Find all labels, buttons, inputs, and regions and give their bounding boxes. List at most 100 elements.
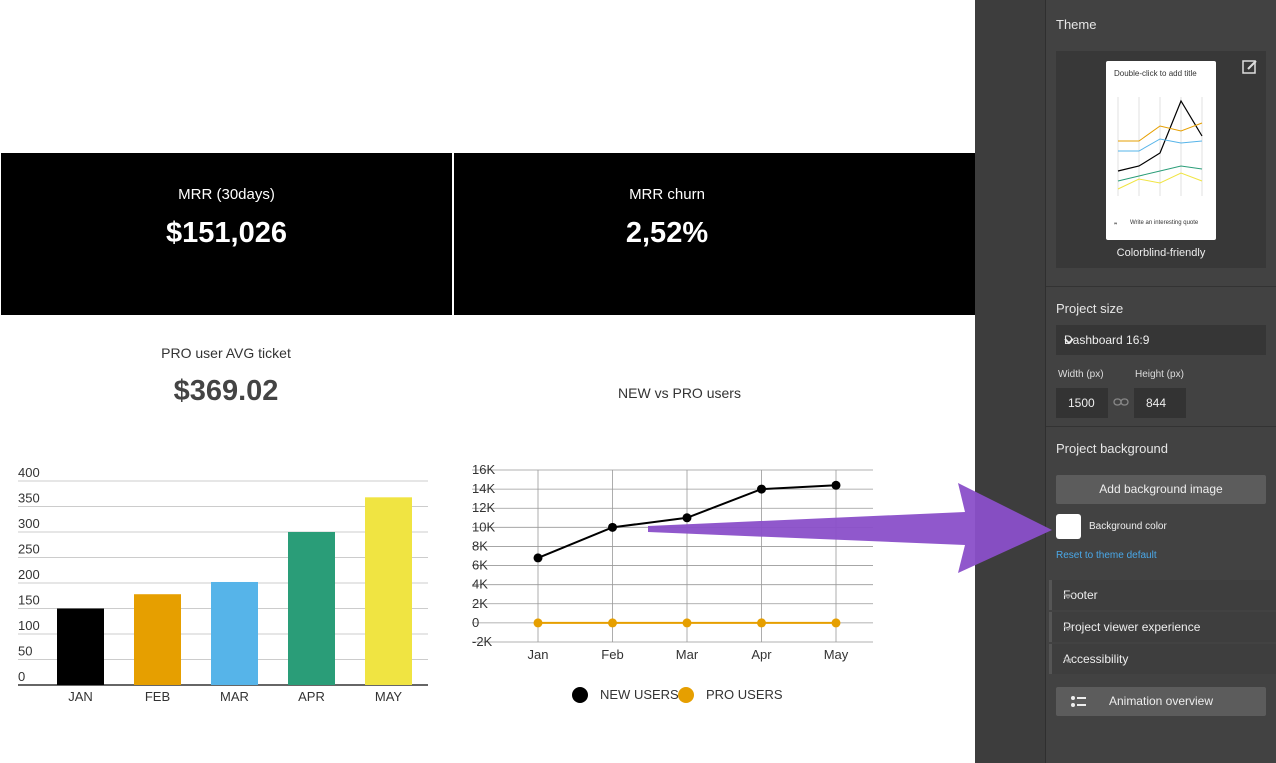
add-background-image-button[interactable]: Add background image — [1056, 475, 1266, 504]
theme-name: Colorblind-friendly — [1116, 247, 1206, 259]
data-point — [608, 522, 617, 532]
thumb-chart-icon: ❞ — [1114, 97, 1203, 229]
y-tick-label: 400 — [18, 465, 40, 480]
animation-overview-button[interactable]: Animation overview — [1056, 687, 1266, 716]
project-size-select[interactable]: Dashboard 16:9 — [1056, 325, 1266, 355]
divider — [1046, 286, 1276, 287]
ticket-label: PRO user AVG ticket — [161, 345, 291, 361]
chevron-down-icon — [1063, 654, 1273, 668]
y-tick-label: 200 — [18, 567, 40, 582]
kpi-churn[interactable]: MRR churn 2,52% — [454, 153, 975, 315]
theme-card[interactable]: Double-click to add title ❞ Write an int… — [1056, 51, 1266, 268]
bar — [57, 608, 104, 685]
width-value: 1500 — [1068, 396, 1095, 410]
settings-panel: Theme Double-click to add title ❞ — [1046, 0, 1276, 763]
kpi-label: MRR (30days) — [178, 186, 275, 203]
ticket-value: $369.02 — [173, 375, 279, 407]
animation-label: Animation overview — [1108, 694, 1214, 708]
legend-label: PRO USERS — [706, 687, 783, 702]
data-point — [757, 618, 766, 628]
divider — [1046, 426, 1276, 427]
legend-label: NEW USERS — [600, 687, 679, 702]
background-title: Project background — [1056, 441, 1169, 456]
height-input[interactable]: 844 — [1134, 388, 1186, 418]
x-tick-label: Mar — [676, 647, 699, 662]
data-point — [831, 618, 841, 628]
bar-chart[interactable]: 0 50 100 150 200 250 300 350 400 JAN FEB MAR APR MAY — [0, 455, 452, 755]
x-tick-label: Feb — [601, 647, 623, 662]
x-tick-label: JAN — [68, 689, 93, 704]
list-icon — [1070, 695, 1086, 712]
data-point — [608, 618, 617, 628]
y-tick-label: 50 — [18, 644, 32, 659]
y-tick-label: 150 — [18, 593, 40, 608]
data-point — [831, 480, 841, 490]
line-chart[interactable]: -2K 0 2K 4K 6K 8K 10K 12K 14K 16K Jan Feb Mar Apr May N… — [460, 455, 880, 715]
y-tick-label: 350 — [18, 491, 40, 506]
legend-marker — [678, 687, 694, 703]
y-tick-label: 4K — [472, 577, 488, 592]
data-point — [682, 618, 692, 628]
y-tick-label: 8K — [472, 538, 488, 553]
width-label: Width (px) — [1058, 369, 1104, 380]
accordion-label: Accessibility — [1063, 652, 1129, 666]
y-tick-label: 0 — [472, 615, 479, 630]
x-tick-label: FEB — [145, 689, 170, 704]
accordion-footer[interactable]: Footer — [1049, 580, 1276, 610]
thumb-title: Double-click to add title — [1114, 69, 1197, 78]
chevron-down-icon — [1064, 335, 1256, 349]
y-tick-label: 100 — [18, 618, 40, 633]
accordion-accessibility[interactable]: Accessibility — [1049, 644, 1276, 674]
y-tick-label: 0 — [18, 669, 25, 684]
kpi-label: MRR churn — [629, 186, 705, 203]
bar — [134, 594, 181, 685]
line-chart-title: NEW vs PRO users — [618, 385, 741, 401]
y-tick-label: 10K — [472, 519, 495, 534]
y-tick-label: 14K — [472, 481, 495, 496]
accordion-label: Project viewer experience — [1063, 620, 1201, 634]
x-tick-label: APR — [298, 689, 325, 704]
y-tick-label: 12K — [472, 500, 495, 515]
add-bg-label: Add background image — [1099, 482, 1223, 496]
project-size-title: Project size — [1056, 301, 1124, 316]
height-value: 844 — [1146, 396, 1167, 410]
bg-color-label: Background color — [1089, 521, 1167, 532]
width-input[interactable]: 1500 — [1056, 388, 1108, 418]
data-point — [533, 618, 543, 628]
y-tick-label: 250 — [18, 542, 40, 557]
y-tick-label: 6K — [472, 558, 488, 573]
chevron-down-icon — [1063, 622, 1273, 636]
sidebar-rail — [975, 0, 1046, 763]
thumb-quote: Write an interesting quote — [1130, 220, 1199, 226]
bar — [365, 497, 412, 685]
kpi-mrr[interactable]: MRR (30days) $151,026 — [1, 153, 452, 315]
y-tick-label: 16K — [472, 462, 495, 477]
kpi-value: $151,026 — [166, 217, 287, 249]
x-tick-label: MAR — [220, 689, 249, 704]
y-tick-label: 2K — [472, 596, 488, 611]
theme-title: Theme — [1056, 17, 1097, 32]
data-point — [682, 513, 692, 523]
x-tick-label: May — [824, 647, 849, 662]
x-tick-label: MAY — [375, 689, 403, 704]
background-color-swatch[interactable] — [1056, 514, 1081, 539]
accordion-label: Footer — [1063, 588, 1098, 602]
kpi-value: 2,52% — [625, 217, 709, 249]
data-point — [757, 484, 766, 494]
reset-theme-link[interactable]: Reset to theme default — [1056, 550, 1157, 561]
sidebar: Theme Double-click to add title ❞ — [975, 0, 1276, 763]
x-tick-label: Jan — [528, 647, 549, 662]
accordion-viewer-experience[interactable]: Project viewer experience — [1049, 612, 1276, 642]
legend-marker — [572, 687, 588, 703]
height-label: Height (px) — [1135, 369, 1184, 380]
project-size-value: Dashboard 16:9 — [1064, 333, 1150, 347]
link-icon[interactable] — [1113, 395, 1129, 413]
svg-text:❞: ❞ — [1114, 222, 1117, 229]
data-point — [533, 553, 543, 563]
chevron-down-icon — [1063, 590, 1273, 604]
theme-thumbnail[interactable]: Double-click to add title ❞ Write an int… — [1106, 61, 1216, 240]
bar — [211, 581, 258, 685]
x-tick-label: Apr — [751, 647, 772, 662]
bar — [288, 532, 335, 685]
edit-icon[interactable] — [1242, 59, 1258, 80]
